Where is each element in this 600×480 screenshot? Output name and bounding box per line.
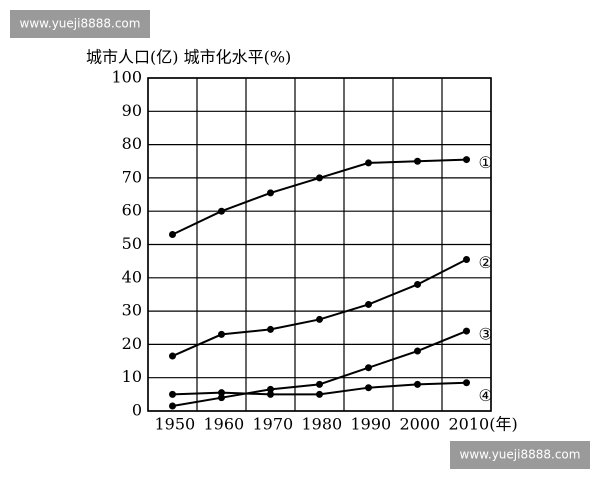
data-point (414, 280, 421, 288)
series-label: ③ (479, 325, 493, 344)
y-tick-label: 70 (122, 167, 142, 186)
y-tick-label: 30 (122, 301, 142, 320)
data-point (316, 380, 323, 388)
data-point (267, 385, 274, 393)
data-point (365, 300, 372, 308)
y-tick-label: 10 (122, 367, 142, 386)
x-tick-label: 1980 (302, 415, 343, 434)
data-point (365, 384, 372, 392)
data-point (316, 315, 323, 323)
y-tick-label: 90 (122, 101, 142, 120)
x-tick-label: 1960 (204, 415, 245, 434)
data-point (218, 207, 225, 215)
x-tick-label: 2010(年) (449, 415, 518, 434)
data-point (218, 389, 225, 397)
data-point (169, 231, 176, 239)
y-tick-label: 100 (111, 68, 142, 87)
x-tick-label: 1970 (253, 415, 294, 434)
x-tick-label: 2000 (400, 415, 441, 434)
data-point (365, 159, 372, 167)
data-point (169, 402, 176, 410)
x-tick-label: 1990 (351, 415, 392, 434)
data-point (316, 390, 323, 398)
axis-title: 城市人口(亿) 城市化水平(%) (86, 48, 291, 67)
plot-border (147, 77, 492, 412)
series-line (172, 158, 467, 236)
data-point (414, 347, 421, 355)
watermark-box (450, 441, 590, 469)
data-point (267, 189, 274, 197)
data-point (365, 364, 372, 372)
series-line (172, 258, 467, 357)
y-tick-label: 80 (122, 134, 142, 153)
x-tick-label: 1950 (155, 415, 196, 434)
data-point (463, 379, 470, 387)
data-point (267, 390, 274, 398)
data-point (169, 390, 176, 398)
data-point (414, 380, 421, 388)
series-label: ② (479, 253, 493, 272)
watermark: www.yueji8888.com (460, 448, 581, 462)
watermark: www.yueji8888.com (20, 17, 141, 31)
data-point (463, 255, 470, 263)
data-point (218, 394, 225, 402)
series-label: ① (479, 153, 493, 172)
series-label: ④ (479, 386, 493, 405)
data-point (463, 327, 470, 335)
data-point (169, 352, 176, 360)
y-tick-label: 20 (122, 334, 142, 353)
data-point (463, 156, 470, 164)
data-point (267, 325, 274, 333)
y-tick-label: 50 (122, 234, 142, 253)
y-tick-label: 40 (122, 267, 142, 286)
watermark-box (10, 10, 150, 38)
data-point (218, 330, 225, 338)
data-point (316, 174, 323, 182)
data-point (414, 157, 421, 165)
y-tick-label: 60 (122, 201, 142, 220)
y-tick-label: 0 (132, 401, 142, 420)
